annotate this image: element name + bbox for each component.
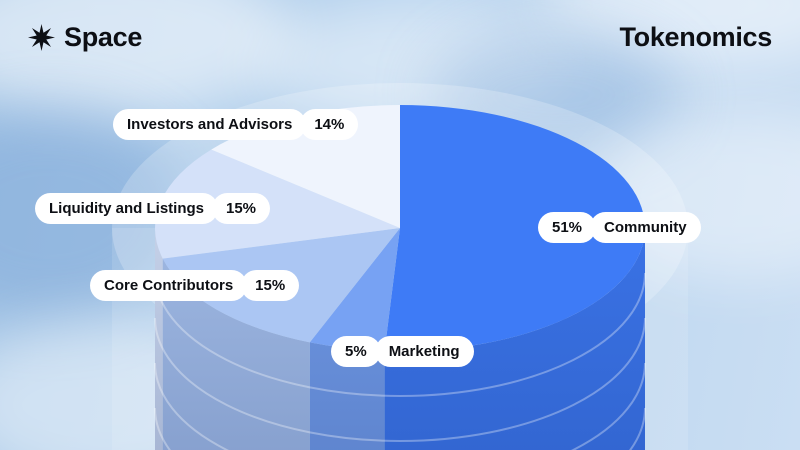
label-marketing: 5% Marketing [331,336,474,367]
label-text: Investors and Advisors [113,109,307,140]
cylinder-ring-line [154,362,646,450]
cylinder-ring-lines [154,272,646,450]
label-percent: 5% [331,336,381,367]
cylinder-ring-line [154,272,646,397]
label-investors-and-advisors: Investors and Advisors 14% [113,109,359,140]
label-text: Marketing [374,336,474,367]
label-percent: 15% [212,193,271,224]
label-core-contributors: Core Contributors 15% [90,270,300,301]
brand-logo: Space [28,22,142,53]
brand-name: Space [64,22,143,52]
label-text: Liquidity and Listings [35,193,218,224]
label-percent: 15% [241,270,300,301]
label-text: Community [590,212,701,243]
starburst-icon [28,24,55,51]
label-percent: 51% [538,212,597,243]
label-liquidity-and-listings: Liquidity and Listings 15% [35,193,271,224]
label-text: Core Contributors [90,270,248,301]
pie-slice-marketing [309,228,400,351]
cylinder-ring-line [154,317,646,442]
page-title: Tokenomics [619,22,772,52]
pie-slice-community [384,105,645,351]
label-community: 51% Community [538,212,701,243]
label-percent: 14% [300,109,359,140]
page-header: Space Tokenomics [0,0,800,75]
pie-slice-liquidity-and-listings [155,149,400,259]
